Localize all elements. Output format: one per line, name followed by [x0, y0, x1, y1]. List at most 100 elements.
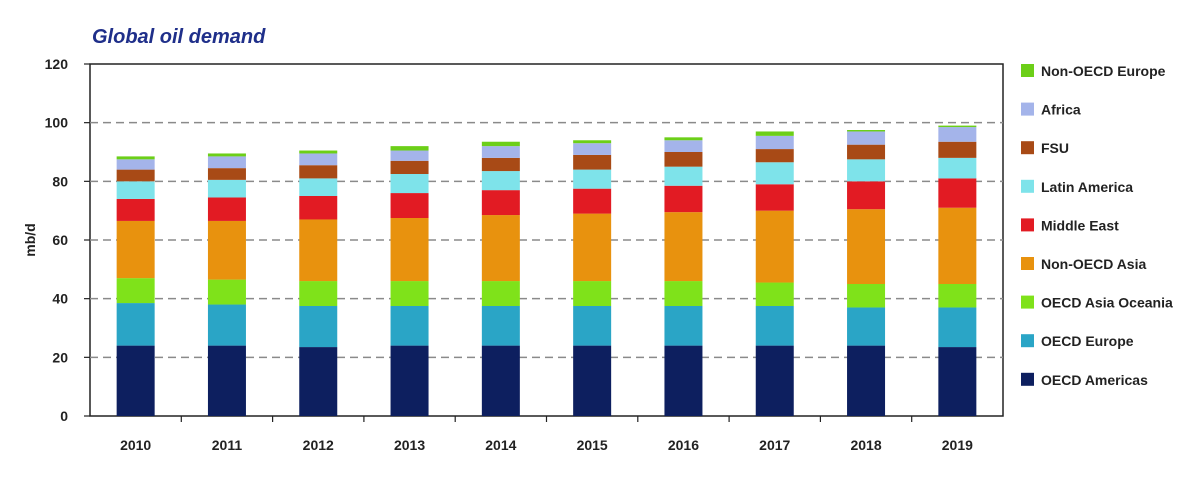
y-tick-label: 40 — [52, 291, 68, 307]
x-tick-label: 2013 — [394, 437, 425, 453]
bar-segment-non-oecd-europe — [938, 125, 977, 128]
bar-segment-non-oecd-asia — [664, 212, 703, 282]
bar-segment-middle-east — [573, 188, 612, 214]
legend-label: Latin America — [1041, 179, 1133, 195]
legend-label: Non-OECD Asia — [1041, 256, 1146, 272]
bar-segment-fsu — [116, 169, 155, 182]
legend-swatch — [1021, 295, 1034, 309]
legend-label: Non-OECD Europe — [1041, 63, 1166, 79]
legend-label: FSU — [1041, 140, 1069, 156]
bar-segment-oecd-europe — [755, 306, 794, 346]
bar-segment-oecd-europe — [938, 307, 977, 348]
bar-segment-oecd-americas — [847, 345, 886, 416]
bar-segment-oecd-asia-oceania — [390, 281, 429, 306]
y-tick-label: 80 — [52, 173, 68, 189]
bar-segment-non-oecd-europe — [755, 131, 794, 136]
legend-label: Middle East — [1041, 217, 1119, 233]
bar-segment-oecd-asia-oceania — [755, 282, 794, 306]
bar-segment-africa — [938, 127, 977, 142]
legend-label: OECD Europe — [1041, 333, 1134, 349]
bar-segment-oecd-asia-oceania — [299, 281, 338, 306]
bar-segment-oecd-europe — [847, 307, 886, 346]
bar-segment-oecd-americas — [390, 345, 429, 416]
x-tick-label: 2014 — [485, 437, 516, 453]
bar-segment-non-oecd-europe — [207, 153, 246, 157]
bar-segment-oecd-europe — [207, 304, 246, 346]
bar-segment-oecd-asia-oceania — [207, 279, 246, 305]
bar-segment-oecd-americas — [755, 345, 794, 416]
bar-segment-non-oecd-europe — [664, 137, 703, 141]
bar-segment-latin-america — [481, 171, 520, 191]
bar-segment-africa — [664, 140, 703, 152]
bar-segment-oecd-americas — [573, 345, 612, 416]
bar-segment-fsu — [207, 168, 246, 180]
bar-segment-oecd-europe — [573, 306, 612, 346]
bar-segment-middle-east — [755, 184, 794, 211]
bar-segment-middle-east — [847, 181, 886, 210]
bar-segment-latin-america — [938, 157, 977, 179]
legend-swatch — [1021, 334, 1034, 348]
x-tick-label: 2016 — [668, 437, 699, 453]
y-tick-label: 20 — [52, 349, 68, 365]
bar-segment-non-oecd-asia — [481, 215, 520, 282]
bar-segment-latin-america — [847, 159, 886, 182]
bar-segment-middle-east — [390, 193, 429, 218]
x-tick-label: 2011 — [212, 437, 243, 453]
bar-segment-oecd-europe — [299, 306, 338, 348]
bar-segment-non-oecd-europe — [481, 141, 520, 147]
bar-segment-oecd-americas — [938, 347, 977, 416]
bar-segment-middle-east — [299, 196, 338, 220]
bar-segment-africa — [116, 159, 155, 170]
bar-segment-oecd-americas — [207, 345, 246, 416]
bar-segment-fsu — [755, 149, 794, 163]
bar-segment-africa — [207, 156, 246, 169]
bar-segment-fsu — [573, 154, 612, 170]
legend-label: OECD Americas — [1041, 372, 1148, 388]
bar-segment-non-oecd-europe — [116, 156, 155, 160]
bar-segment-latin-america — [573, 169, 612, 189]
bar-segment-oecd-asia-oceania — [847, 284, 886, 308]
bar-segment-oecd-americas — [664, 345, 703, 416]
chart-title: Global oil demand — [92, 26, 266, 48]
bar-segment-oecd-europe — [664, 306, 703, 346]
legend-swatch — [1021, 218, 1034, 232]
bar-segment-latin-america — [207, 179, 246, 198]
legend-swatch — [1021, 179, 1034, 193]
legend-swatch — [1021, 102, 1034, 116]
bar-segment-middle-east — [481, 190, 520, 216]
bar-segment-latin-america — [755, 162, 794, 185]
bar-segment-oecd-europe — [390, 306, 429, 346]
bar-segment-africa — [847, 131, 886, 145]
bar-segment-non-oecd-europe — [847, 130, 886, 132]
y-axis-label: mb/d — [22, 223, 38, 256]
bar-segment-fsu — [481, 157, 520, 172]
bar-segment-middle-east — [207, 197, 246, 221]
bar-segment-non-oecd-asia — [847, 209, 886, 284]
legend-label: Africa — [1041, 102, 1081, 118]
bar-segment-oecd-americas — [116, 345, 155, 416]
bar-segment-africa — [299, 153, 338, 166]
bar-segment-middle-east — [664, 185, 703, 213]
bar-segment-oecd-asia-oceania — [938, 284, 977, 308]
bar-segment-latin-america — [390, 174, 429, 194]
legend-swatch — [1021, 141, 1034, 155]
y-tick-label: 100 — [45, 115, 69, 131]
bar-segment-non-oecd-asia — [755, 210, 794, 283]
bar-segment-latin-america — [299, 178, 338, 196]
bar-segment-non-oecd-europe — [573, 140, 612, 144]
legend-swatch — [1021, 257, 1034, 270]
x-tick-label: 2010 — [120, 437, 151, 453]
bar-segment-africa — [390, 150, 429, 161]
bar-segment-oecd-europe — [116, 303, 155, 346]
x-tick-label: 2012 — [303, 437, 334, 453]
bar-segment-oecd-asia-oceania — [116, 278, 155, 304]
bar-segment-fsu — [664, 152, 703, 167]
bar-segment-non-oecd-asia — [299, 219, 338, 282]
x-tick-label: 2017 — [759, 437, 790, 453]
bar-segment-oecd-americas — [481, 345, 520, 416]
y-tick-label: 60 — [52, 232, 68, 248]
bar-segment-africa — [573, 143, 612, 155]
bar-segment-africa — [755, 135, 794, 150]
legend-swatch — [1021, 64, 1034, 77]
